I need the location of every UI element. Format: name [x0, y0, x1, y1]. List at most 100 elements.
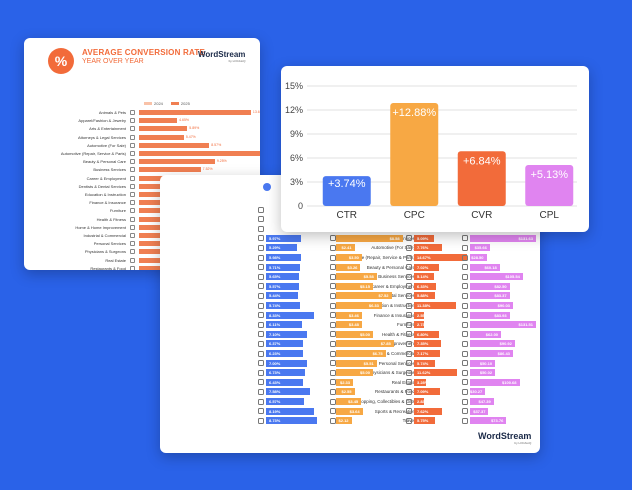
- conversion-legend: 2024 2025: [144, 101, 190, 106]
- conversion-row: Automotive (Repair, Service & Parts)14.7…: [24, 150, 260, 157]
- cpc-icon: [330, 283, 336, 290]
- benchmark-row: Business Services 5.65% $5.58 5.14% $105.54: [160, 272, 540, 281]
- cpc-icon: [330, 379, 336, 386]
- category-icon: [130, 126, 135, 132]
- ctr-icon: [258, 360, 264, 367]
- conversion-row: Animals & Pets 13.65%: [24, 109, 260, 116]
- cpl-bar: $50.02: [470, 369, 496, 377]
- conversion-bar: [139, 110, 251, 115]
- conversion-bar: [139, 134, 184, 140]
- category-icon: [130, 216, 135, 222]
- cpl-icon: [462, 264, 468, 271]
- cpl-bar: $131.51: [470, 321, 536, 329]
- cpc-bar: $3.50: [336, 254, 362, 261]
- conversion-value: 8.57%: [211, 142, 222, 147]
- cpl-icon: [462, 417, 468, 424]
- ctr-bar: 8.19%: [266, 407, 314, 415]
- cpc-icon: [330, 312, 336, 319]
- benchmark-row: Physicians & Surgeons 6.73% $5.00 11.62% $50…: [160, 368, 540, 377]
- conversion-bar: [139, 200, 167, 206]
- cvr-bar: 5.74%: [414, 359, 435, 367]
- ctr-icon: [258, 216, 264, 223]
- ctr-icon: [258, 302, 264, 309]
- cvr-icon: [406, 331, 412, 338]
- cvr-bar: 7.76%: [414, 244, 442, 252]
- conversion-card-header: % AVERAGE CONVERSION RATE YEAR OVER YEAR…: [34, 44, 250, 84]
- cpl-icon: [462, 379, 468, 386]
- conversion-row: Attorneys & Legal Services 5.47%: [24, 134, 260, 141]
- conversion-row-label: Attorneys & Legal Services: [77, 134, 126, 140]
- cvr-icon: [406, 388, 412, 395]
- cpc-icon: [330, 292, 336, 299]
- category-icon: [130, 167, 135, 173]
- benchmark-row: Industrial & Commercial 6.23% $6.75 7.17% $8…: [160, 349, 540, 358]
- conversion-row-label: Career & Employment: [86, 175, 126, 181]
- conversion-row-label: Finance & Insurance: [89, 200, 126, 206]
- cvr-icon: [406, 417, 412, 424]
- conversion-row: Furniture: [24, 207, 260, 214]
- cpl-icon: [462, 321, 468, 328]
- legend-label: 2025: [180, 101, 190, 106]
- ctr-icon: [258, 331, 264, 338]
- logo-text: WordStream: [478, 431, 532, 441]
- cpc-bar: $7.85: [336, 340, 394, 348]
- cpc-icon: [330, 340, 336, 347]
- ctr-icon: [258, 408, 264, 415]
- ctr-bar: 5.74%: [266, 302, 300, 309]
- cpc-bar: $3.46: [336, 311, 362, 319]
- benchmark-row: Attorneys & Legal Services5.97%$8.585.09…: [160, 234, 540, 243]
- cpl-icon: [462, 312, 468, 319]
- benchmark-row: Dentists & Dental Services5.44%$7.525.88…: [160, 291, 540, 300]
- cvr-icon: [406, 398, 412, 405]
- cvr-bar: 6.33%: [414, 282, 437, 290]
- y-tick-label: 6%: [290, 153, 303, 163]
- benchmark-row-label: Personal Services: [378, 360, 415, 366]
- cpc-bar: $3.64: [336, 407, 363, 415]
- ctr-icon: [258, 292, 264, 299]
- ctr-bar: 5.98%: [266, 254, 302, 261]
- ctr-icon: [258, 225, 264, 232]
- bar-value-label: +3.74%: [328, 178, 366, 190]
- cvr-bar: 2.73%: [414, 321, 428, 329]
- benchmark-row-label: Health & Fitness: [381, 331, 415, 337]
- category-icon: [130, 134, 135, 140]
- conversion-row-label: Health & Fitness: [96, 216, 126, 222]
- cpc-bar: $5.00: [336, 369, 373, 377]
- conversion-row-label: Dentists & Dental Services: [78, 183, 126, 189]
- cpl-icon: [462, 283, 468, 290]
- benchmark-row-label: Restaurants & Food: [374, 389, 415, 395]
- cvr-icon: [406, 302, 412, 309]
- conversion-bar: [139, 167, 201, 173]
- category-icon: [130, 200, 135, 206]
- cpc-icon: [330, 264, 336, 271]
- benchmark-row: Furniture 6.11% $3.48 2.73% $131.51: [160, 320, 540, 329]
- cpc-icon: [330, 369, 336, 376]
- benchmark-row: Automotive (For Sale) 5.29% $2.41 7.76% $35.…: [160, 243, 540, 252]
- cpl-icon: [462, 369, 468, 376]
- ctr-icon: [258, 321, 264, 328]
- cpc-bar: $6.33: [336, 302, 382, 309]
- ctr-bar: 6.37%: [266, 340, 304, 348]
- benchmark-row: Health & Fitness 7.10% $5.00 6.80% $62.00: [160, 330, 540, 339]
- cpc-bar: $6.75: [336, 350, 386, 357]
- wordstream-logo: WordStream by LOCALiQ: [478, 431, 531, 445]
- conversion-row-label: Furniture: [109, 208, 126, 214]
- conversion-bar: [139, 151, 260, 156]
- cpl-bar: $86.43: [470, 350, 513, 357]
- cvr-bar: 11.62%: [414, 369, 458, 377]
- bar-cpl: [525, 164, 574, 206]
- cvr-icon: [406, 273, 412, 280]
- benchmark-row-label: Career & Employment: [370, 283, 415, 289]
- conversion-row: Real Estate: [24, 257, 260, 264]
- cvr-icon: [406, 340, 412, 347]
- cpc-icon: [330, 273, 336, 280]
- conversion-bar: [139, 233, 169, 238]
- y-tick-label: 9%: [290, 129, 303, 139]
- conversion-row-label: Animals & Pets: [98, 110, 126, 115]
- conversion-value: 13.65%: [252, 110, 260, 114]
- x-tick-label: CPL: [540, 210, 560, 221]
- conversion-row-label: Real Estate: [105, 257, 126, 263]
- ctr-icon: [258, 206, 264, 213]
- cvr-bar: 6.80%: [414, 330, 439, 338]
- ctr-bar: 5.97%: [266, 234, 302, 242]
